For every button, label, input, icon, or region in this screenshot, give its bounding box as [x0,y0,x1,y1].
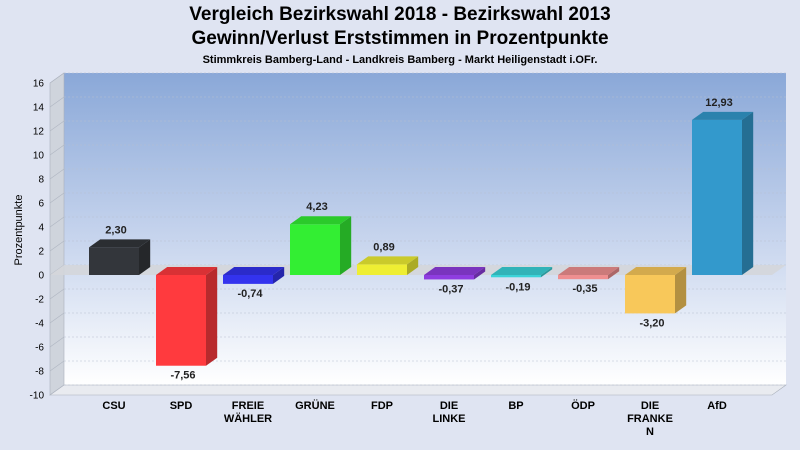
x-tick-label: LINKE [433,413,466,425]
y-tick-label: 8 [38,175,44,186]
bar-front [491,275,541,278]
x-tick-label: CSU [102,400,125,412]
bar [290,216,352,275]
bar-side [206,267,218,366]
bar [89,239,151,275]
y-tick-label: -6 [35,343,44,354]
bar-top [491,267,553,275]
bar-top [625,267,687,275]
bar [692,111,754,275]
bar [424,267,486,280]
bar-top [223,267,285,275]
y-tick-label: -8 [35,367,44,378]
plot-side-wall [49,72,65,396]
bar-side [742,111,754,275]
x-tick-label: WÄHLER [224,412,272,425]
y-tick-label: 16 [33,79,45,90]
chart-subtitle: Gewinn/Verlust Erststimmen in Prozentpun… [191,28,609,49]
bar-top [357,256,419,265]
y-tick-label: 6 [38,199,44,210]
data-label: -3,20 [639,317,664,329]
x-tick-label: GRÜNE [295,399,335,412]
x-tick-label: DIE [641,400,659,412]
gridline-side [49,312,65,324]
x-tick-label: FDP [371,400,393,412]
gridline-side [49,288,65,300]
gridline-side [49,240,65,252]
bar-side [675,267,687,314]
bar-front [424,275,474,280]
y-tick-label: 12 [33,127,45,138]
data-label: 0,89 [373,241,394,253]
y-tick-label: 0 [38,271,44,282]
bar [156,267,218,366]
data-label: -0,19 [505,281,530,293]
x-tick-label: DIE [440,400,458,412]
x-tick-label: FREIE [232,400,264,412]
gridline-side [49,384,65,396]
bar-front [558,275,608,280]
data-label: 2,30 [105,224,126,236]
data-label: -7,56 [170,370,195,382]
x-tick-label: BP [508,400,523,412]
data-label: -0,74 [237,288,263,300]
bar-front [290,224,340,275]
bar-side [608,267,620,280]
bar-top [89,239,151,248]
bar-front [89,247,139,275]
x-tick-label: N [646,426,654,438]
bar-top [558,267,620,275]
data-label: -0,35 [572,283,597,295]
gridline-side [49,168,65,180]
y-tick-label: 14 [33,103,45,114]
x-tick-label: SPD [170,400,193,412]
bar-side [340,216,352,275]
bar-side [139,239,151,275]
x-tick-label: AfD [707,400,727,412]
bar [357,256,419,275]
bar-side [474,267,486,280]
gridline-side [49,96,65,108]
gridline-side [49,216,65,228]
chart-title: Vergleich Bezirkswahl 2018 - Bezirkswahl… [189,4,611,25]
gridline-side [49,120,65,132]
gridline-side [49,360,65,372]
y-axis-label: Prozentpunkte [13,195,25,266]
bar-top [156,267,218,275]
gridline-side [49,72,65,84]
y-tick-label: -4 [35,319,44,330]
bar-top [290,216,352,225]
bar-front [625,275,675,314]
bar-side [407,256,419,275]
bar [625,267,687,314]
plot-floor [49,384,787,396]
data-label: 12,93 [705,97,733,109]
y-tick-label: -2 [35,295,44,306]
data-label: 4,23 [306,201,327,213]
bar [558,267,620,280]
bar-front [223,275,273,284]
x-tick-label: ÖDP [571,399,595,412]
bar-side [273,267,285,284]
bar [491,267,553,278]
gridline-side [49,192,65,204]
gridline-side [49,144,65,156]
bar-front [692,119,742,275]
bar-top [424,267,486,275]
x-tick-label: FRANKE [627,413,673,425]
y-tick-label: 10 [33,151,45,162]
data-label: -0,37 [438,283,463,295]
bar-front [156,275,206,366]
y-tick-label: 4 [38,223,44,234]
bar-top [692,111,754,120]
bar-side [541,267,553,278]
y-tick-label: -10 [30,391,45,402]
bar-front [357,264,407,275]
bar [223,267,285,284]
gridline-side [49,336,65,348]
chart-subsubtitle: Stimmkreis Bamberg-Land - Landkreis Bamb… [202,54,598,66]
y-tick-label: 2 [38,247,44,258]
